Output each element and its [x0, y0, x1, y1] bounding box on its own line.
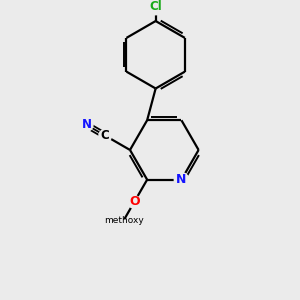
- Circle shape: [148, 0, 164, 15]
- Circle shape: [128, 196, 141, 208]
- Text: methoxy: methoxy: [104, 216, 144, 225]
- Text: N: N: [176, 173, 187, 186]
- Circle shape: [174, 172, 189, 187]
- Text: N: N: [82, 118, 92, 131]
- Text: O: O: [129, 195, 140, 208]
- Circle shape: [99, 129, 112, 142]
- Circle shape: [80, 119, 93, 131]
- Text: C: C: [101, 129, 110, 142]
- Text: Cl: Cl: [149, 0, 162, 13]
